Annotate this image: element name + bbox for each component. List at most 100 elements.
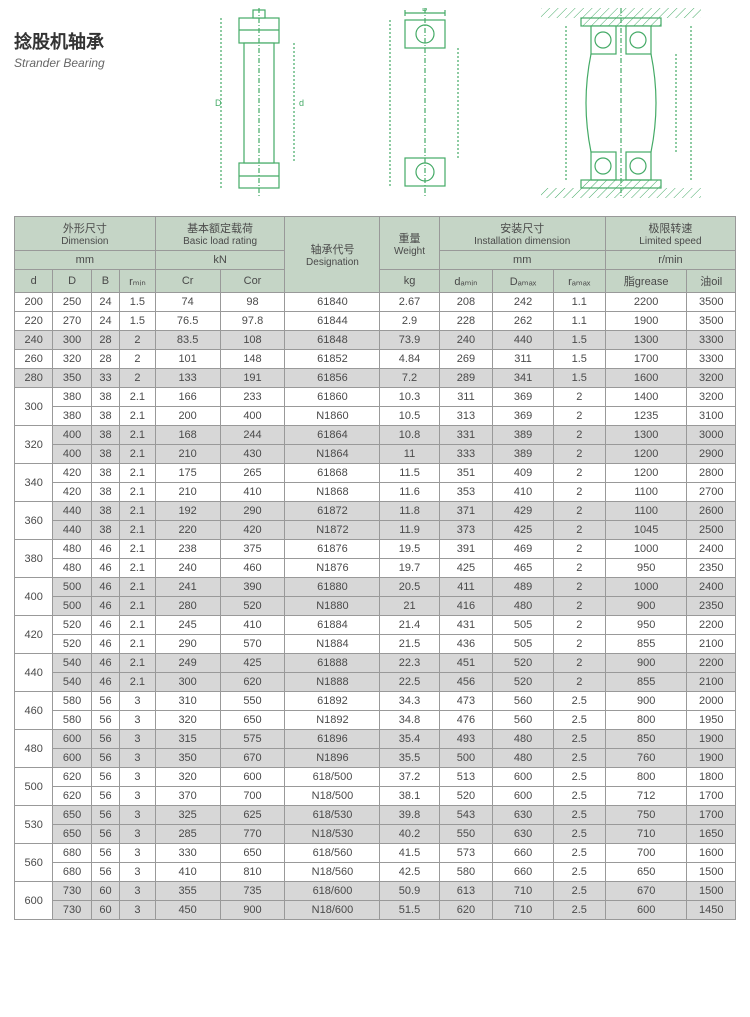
cell-Damax: 489 xyxy=(493,578,553,597)
cell-B: 38 xyxy=(91,445,119,464)
cell-B: 56 xyxy=(91,787,119,806)
cell-B: 38 xyxy=(91,502,119,521)
cell-B: 38 xyxy=(91,407,119,426)
cell-Cr: 280 xyxy=(155,597,220,616)
table-row: 4806005633155756189635.44934802.58501900 xyxy=(15,730,736,749)
cell-d: 530 xyxy=(15,806,53,844)
cell-damin: 228 xyxy=(439,312,493,331)
cell-Damax: 480 xyxy=(493,749,553,768)
cell-damin: 425 xyxy=(439,559,493,578)
cell-ramax: 2 xyxy=(553,673,605,692)
cell-ramax: 2 xyxy=(553,388,605,407)
cell-rmin: 2.1 xyxy=(120,388,156,407)
cell-des: N1892 xyxy=(285,711,380,730)
cell-Cr: 133 xyxy=(155,369,220,388)
cell-B: 46 xyxy=(91,673,119,692)
cell-grease: 900 xyxy=(605,597,687,616)
cell-oil: 1700 xyxy=(687,787,736,806)
cell-Cr: 74 xyxy=(155,293,220,312)
cell-oil: 1500 xyxy=(687,882,736,901)
cell-B: 56 xyxy=(91,749,119,768)
diagram-cross-section: B xyxy=(380,8,470,198)
cell-Cr: 168 xyxy=(155,426,220,445)
cell-B: 33 xyxy=(91,369,119,388)
cell-D: 480 xyxy=(53,540,91,559)
cell-D: 250 xyxy=(53,293,91,312)
header-load-rating: 基本额定载荷Basic load rating xyxy=(155,217,285,251)
cell-des: N18/500 xyxy=(285,787,380,806)
header-designation: 轴承代号Designation xyxy=(285,217,380,293)
cell-damin: 353 xyxy=(439,483,493,502)
cell-B: 38 xyxy=(91,483,119,502)
cell-ramax: 2.5 xyxy=(553,806,605,825)
cell-Cor: 625 xyxy=(220,806,285,825)
svg-text:B: B xyxy=(422,8,427,13)
cell-des: 61872 xyxy=(285,502,380,521)
cell-D: 300 xyxy=(53,331,91,350)
cell-grease: 2200 xyxy=(605,293,687,312)
cell-Cor: 570 xyxy=(220,635,285,654)
cell-D: 540 xyxy=(53,673,91,692)
table-row: 260320282101148618524.842693111.51700330… xyxy=(15,350,736,369)
table-row: 300380382.11662336186010.331136921400320… xyxy=(15,388,736,407)
cell-damin: 580 xyxy=(439,863,493,882)
cell-rmin: 2.1 xyxy=(120,559,156,578)
cell-B: 46 xyxy=(91,540,119,559)
cell-d: 260 xyxy=(15,350,53,369)
cell-Cor: 400 xyxy=(220,407,285,426)
cell-oil: 2000 xyxy=(687,692,736,711)
header-speed-unit: r/min xyxy=(605,251,735,270)
cell-rmin: 2.1 xyxy=(120,654,156,673)
cell-B: 24 xyxy=(91,293,119,312)
cell-rmin: 1.5 xyxy=(120,312,156,331)
cell-Cor: 620 xyxy=(220,673,285,692)
cell-grease: 700 xyxy=(605,844,687,863)
cell-Damax: 505 xyxy=(493,635,553,654)
col-Damax: Dₐₘₐₓ xyxy=(493,270,553,293)
cell-D: 420 xyxy=(53,464,91,483)
cell-des: N1888 xyxy=(285,673,380,692)
cell-Damax: 505 xyxy=(493,616,553,635)
table-row: 420382.1210410N186811.6353410211002700 xyxy=(15,483,736,502)
cell-ramax: 2 xyxy=(553,635,605,654)
cell-Cor: 191 xyxy=(220,369,285,388)
cell-D: 520 xyxy=(53,635,91,654)
cell-Cor: 520 xyxy=(220,597,285,616)
header-limited-speed: 极限转速Limited speed xyxy=(605,217,735,251)
cell-rmin: 2 xyxy=(120,331,156,350)
cell-oil: 3300 xyxy=(687,350,736,369)
cell-Cor: 290 xyxy=(220,502,285,521)
cell-damin: 391 xyxy=(439,540,493,559)
cell-oil: 1900 xyxy=(687,749,736,768)
table-row: 340420382.11752656186811.535140921200280… xyxy=(15,464,736,483)
cell-des: 61840 xyxy=(285,293,380,312)
table-row: 280350332133191618567.22893411.516003200 xyxy=(15,369,736,388)
cell-B: 38 xyxy=(91,464,119,483)
cell-Cor: 244 xyxy=(220,426,285,445)
cell-kg: 11.8 xyxy=(380,502,439,521)
title-en: Strander Bearing xyxy=(14,56,174,70)
cell-damin: 313 xyxy=(439,407,493,426)
cell-oil: 2600 xyxy=(687,502,736,521)
cell-damin: 331 xyxy=(439,426,493,445)
cell-Cor: 600 xyxy=(220,768,285,787)
cell-Cr: 210 xyxy=(155,445,220,464)
bearing-spec-table: 外形尺寸Dimension 基本额定载荷Basic load rating 轴承… xyxy=(14,216,736,920)
cell-damin: 513 xyxy=(439,768,493,787)
cell-B: 38 xyxy=(91,426,119,445)
cell-D: 730 xyxy=(53,882,91,901)
cell-oil: 1650 xyxy=(687,825,736,844)
cell-ramax: 2.5 xyxy=(553,711,605,730)
cell-des: N18/560 xyxy=(285,863,380,882)
cell-des: 61884 xyxy=(285,616,380,635)
cell-kg: 37.2 xyxy=(380,768,439,787)
cell-des: 61852 xyxy=(285,350,380,369)
cell-rmin: 3 xyxy=(120,844,156,863)
cell-d: 420 xyxy=(15,616,53,654)
cell-grease: 1600 xyxy=(605,369,687,388)
cell-kg: 2.9 xyxy=(380,312,439,331)
cell-Cr: 245 xyxy=(155,616,220,635)
cell-Damax: 425 xyxy=(493,521,553,540)
cell-kg: 42.5 xyxy=(380,863,439,882)
cell-Damax: 480 xyxy=(493,730,553,749)
